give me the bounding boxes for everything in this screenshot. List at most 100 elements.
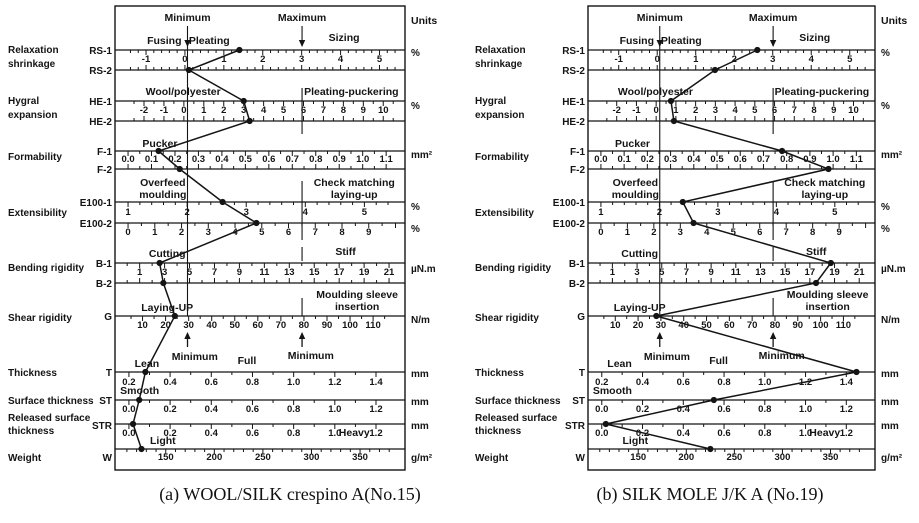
reference-lines — [656, 26, 777, 347]
data-point-a-F-1 — [155, 147, 162, 155]
svg-text:3: 3 — [715, 207, 720, 218]
svg-text:9: 9 — [366, 227, 371, 238]
svg-text:B-1: B-1 — [569, 259, 586, 270]
svg-text:5: 5 — [362, 207, 368, 218]
svg-text:0.0: 0.0 — [595, 428, 608, 439]
svg-text:Check matching: Check matching — [784, 177, 865, 189]
svg-text:HE-2: HE-2 — [89, 117, 112, 128]
data-point-a-E100-1 — [219, 198, 226, 206]
svg-text:350: 350 — [823, 452, 839, 463]
svg-text:Lean: Lean — [135, 358, 160, 370]
svg-text:Fusing: Fusing — [147, 35, 181, 47]
data-point-b-T — [853, 368, 860, 376]
svg-text:HE-1: HE-1 — [562, 97, 585, 108]
svg-text:Thickness: Thickness — [475, 368, 524, 379]
svg-text:1.4: 1.4 — [840, 377, 854, 388]
svg-text:-1: -1 — [614, 54, 623, 65]
svg-text:3: 3 — [634, 267, 639, 278]
svg-text:6: 6 — [757, 227, 762, 238]
svg-text:Sizing: Sizing — [329, 32, 360, 44]
svg-text:0.7: 0.7 — [286, 154, 299, 165]
svg-text:STR: STR — [92, 421, 113, 432]
svg-text:21: 21 — [384, 267, 395, 278]
svg-text:0.6: 0.6 — [677, 377, 690, 388]
svg-text:thickness: thickness — [475, 426, 522, 437]
svg-text:Shear rigidity: Shear rigidity — [475, 313, 539, 324]
svg-text:µN.m: µN.m — [411, 264, 436, 275]
svg-text:6: 6 — [301, 105, 306, 116]
svg-text:Formability: Formability — [8, 152, 62, 163]
svg-text:0.0: 0.0 — [594, 154, 607, 165]
svg-text:RS-2: RS-2 — [562, 66, 585, 77]
svg-text:mm²: mm² — [881, 150, 903, 161]
svg-text:8: 8 — [339, 227, 344, 238]
svg-text:80: 80 — [770, 320, 781, 331]
svg-text:1.2: 1.2 — [840, 428, 853, 439]
svg-text:40: 40 — [206, 320, 217, 331]
svg-text:shrinkage: shrinkage — [8, 59, 56, 70]
data-point-b-B-2 — [812, 279, 820, 287]
svg-text:11: 11 — [259, 267, 270, 278]
svg-text:Minimum: Minimum — [172, 351, 218, 363]
svg-text:%: % — [881, 101, 890, 112]
annotations: Minimum Maximum Fusing Pleating Sizing Wool/p… — [120, 12, 398, 447]
svg-text:laying-up: laying-up — [331, 189, 378, 201]
svg-text:F-1: F-1 — [570, 147, 585, 158]
svg-text:Thickness: Thickness — [8, 368, 57, 379]
data-point-b-RS-1 — [754, 46, 761, 54]
svg-text:19: 19 — [359, 267, 370, 278]
svg-text:5: 5 — [187, 267, 193, 278]
svg-text:0.4: 0.4 — [163, 377, 177, 388]
svg-text:0.4: 0.4 — [677, 428, 691, 439]
svg-text:Pucker: Pucker — [142, 138, 177, 150]
band-G: 10 20 30 40 50 60 70 80 90 100 110 N/m G Shear rigidi… — [475, 312, 900, 331]
svg-text:0.6: 0.6 — [717, 428, 730, 439]
svg-text:%: % — [881, 48, 890, 59]
data-point-a-HE-1 — [240, 97, 247, 105]
svg-text:0.6: 0.6 — [717, 404, 730, 415]
svg-text:Laying-UP: Laying-UP — [141, 302, 193, 314]
svg-text:1.0: 1.0 — [799, 428, 812, 439]
svg-text:Cutting: Cutting — [621, 248, 658, 260]
band-E: 123450123456789%%E100-1E100-2Extensibili… — [475, 198, 890, 238]
svg-text:150: 150 — [158, 452, 174, 463]
svg-text:0.2: 0.2 — [163, 428, 176, 439]
panel-a-frame — [114, 5, 406, 471]
svg-text:5: 5 — [281, 105, 287, 116]
svg-text:6: 6 — [772, 105, 777, 116]
data-point-b-B-1 — [827, 259, 834, 267]
svg-text:-2: -2 — [140, 105, 148, 116]
svg-text:T: T — [579, 368, 585, 379]
svg-text:9: 9 — [361, 105, 366, 116]
svg-text:0: 0 — [182, 54, 187, 65]
svg-text:90: 90 — [793, 320, 804, 331]
svg-text:0.4: 0.4 — [205, 428, 219, 439]
svg-text:1.0: 1.0 — [758, 377, 771, 388]
svg-text:Pleating: Pleating — [661, 35, 702, 47]
svg-text:7: 7 — [313, 227, 318, 238]
svg-text:thickness: thickness — [8, 426, 55, 437]
svg-text:G: G — [104, 312, 112, 323]
svg-text:0.9: 0.9 — [333, 154, 346, 165]
data-point-b-E100-1 — [679, 198, 686, 206]
svg-text:3: 3 — [162, 267, 167, 278]
svg-text:5: 5 — [259, 227, 265, 238]
svg-text:Light: Light — [150, 435, 176, 447]
svg-text:10: 10 — [137, 320, 148, 331]
svg-text:Wool/polyester: Wool/polyester — [146, 86, 221, 98]
svg-text:5: 5 — [659, 267, 665, 278]
svg-text:0: 0 — [655, 54, 660, 65]
svg-text:7: 7 — [212, 267, 217, 278]
svg-text:1.0: 1.0 — [328, 428, 341, 439]
svg-text:0: 0 — [181, 105, 186, 116]
svg-text:N/m: N/m — [881, 315, 900, 326]
svg-text:Laying-UP: Laying-UP — [614, 302, 666, 314]
reference-lines — [184, 26, 306, 347]
svg-text:Maximum: Maximum — [278, 12, 326, 24]
svg-text:9: 9 — [836, 227, 841, 238]
svg-text:4: 4 — [809, 54, 815, 65]
data-point-b-G — [653, 312, 660, 320]
svg-text:3: 3 — [244, 207, 249, 218]
